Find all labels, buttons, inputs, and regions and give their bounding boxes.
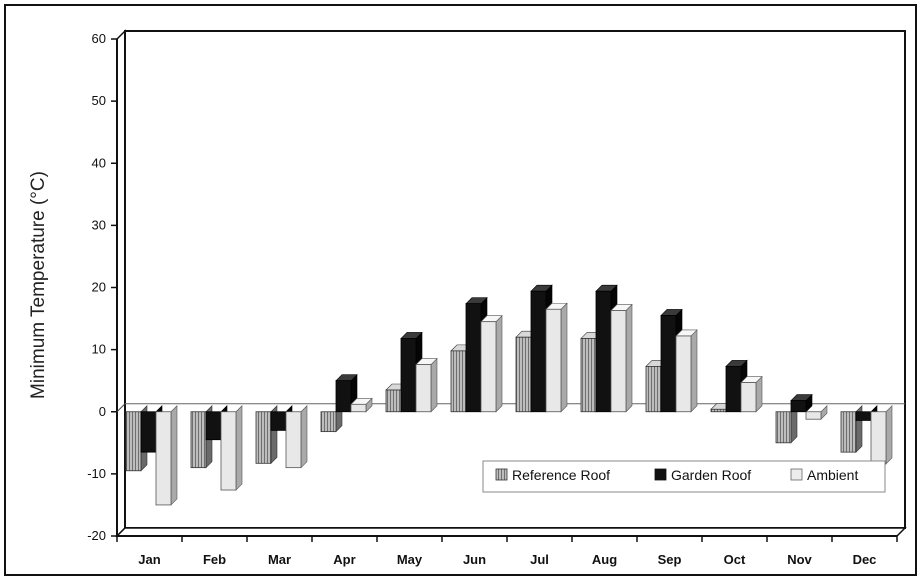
bar-front xyxy=(856,412,871,421)
bar-front xyxy=(221,412,236,490)
bar-front xyxy=(741,383,756,412)
bar-front xyxy=(401,338,416,411)
bar-side xyxy=(691,330,697,412)
bar-front xyxy=(871,412,886,464)
y-tick-label: -20 xyxy=(87,528,106,543)
x-tick-label-jul: Jul xyxy=(530,552,549,567)
bar-ambient-mar xyxy=(286,406,307,468)
legend-swatch-reference-roof xyxy=(496,469,507,480)
bar-front xyxy=(841,412,856,452)
x-tick-label-mar: Mar xyxy=(268,552,291,567)
x-tick-label-dec: Dec xyxy=(853,552,877,567)
bar-front xyxy=(711,409,726,411)
bar-front xyxy=(286,412,301,468)
bar-front xyxy=(646,366,661,411)
x-tick-label-jan: Jan xyxy=(138,552,160,567)
bar-front xyxy=(726,366,741,411)
legend-label-reference-roof: Reference Roof xyxy=(512,467,610,483)
bar-front xyxy=(321,412,336,432)
bar-garden-roof-nov xyxy=(791,395,812,412)
bar-front xyxy=(546,309,561,412)
bar-front xyxy=(676,336,691,412)
bar-front xyxy=(466,304,481,412)
bar-ambient-jun xyxy=(481,316,502,412)
bar-ambient-oct xyxy=(741,377,762,412)
bar-front xyxy=(806,412,821,419)
bar-side xyxy=(431,359,437,412)
bar-front xyxy=(581,338,596,411)
bar-front xyxy=(481,322,496,412)
x-tick-label-oct: Oct xyxy=(724,552,746,567)
bar-front xyxy=(416,365,431,412)
x-tick-label-apr: Apr xyxy=(333,552,355,567)
bar-front xyxy=(271,412,286,431)
x-tick-label-may: May xyxy=(397,552,423,567)
bar-front xyxy=(206,412,221,440)
y-tick-label: 10 xyxy=(92,342,106,357)
bar-front xyxy=(156,412,171,505)
legend-label-garden-roof: Garden Roof xyxy=(671,467,751,483)
legend-swatch-ambient xyxy=(791,469,802,480)
bar-front xyxy=(791,401,806,412)
bar-front xyxy=(351,404,366,411)
bar-side xyxy=(236,406,242,490)
y-tick-label: 60 xyxy=(92,31,106,46)
bar-side xyxy=(301,406,307,468)
bar-front xyxy=(256,412,271,464)
bar-front xyxy=(516,337,531,412)
x-tick-label-jun: Jun xyxy=(463,552,486,567)
bar-front xyxy=(531,291,546,412)
bar-ambient-jul xyxy=(546,303,567,412)
x-axis-ticks: Jan Feb Mar Apr May Jun Jul Aug Sep Oct Nov Dec xyxy=(117,536,897,567)
x-tick-label-aug: Aug xyxy=(592,552,617,567)
floor xyxy=(117,528,905,536)
bar-ambient-sep xyxy=(676,330,697,412)
bar-ambient-feb xyxy=(221,406,242,490)
legend: Reference Roof Garden Roof Ambient xyxy=(483,461,885,492)
bar-front xyxy=(126,412,141,471)
bar-ambient-aug xyxy=(611,304,632,411)
legend-swatch-garden-roof xyxy=(655,469,666,480)
bar-front xyxy=(596,291,611,412)
bar-front xyxy=(661,315,676,411)
y-tick-label: 30 xyxy=(92,217,106,232)
bar-front xyxy=(776,412,791,443)
left-wall xyxy=(117,31,125,536)
bar-ambient-jan xyxy=(156,406,177,505)
x-tick-label-nov: Nov xyxy=(787,552,812,567)
bar-side xyxy=(561,303,567,412)
y-tick-label: 40 xyxy=(92,155,106,170)
y-axis-ticks: -20 -10 0 10 20 30 40 50 60 xyxy=(87,31,117,543)
bar-front xyxy=(336,381,351,412)
y-tick-label: 50 xyxy=(92,93,106,108)
bar-front xyxy=(451,351,466,412)
bar-side xyxy=(496,316,502,412)
y-tick-label: -10 xyxy=(87,466,106,481)
bar-front xyxy=(191,412,206,468)
legend-label-ambient: Ambient xyxy=(807,467,858,483)
bar-ambient-dec xyxy=(871,406,892,464)
bar-front xyxy=(141,412,156,452)
x-tick-label-sep: Sep xyxy=(658,552,682,567)
y-axis-label: Minimum Temperature (°C) xyxy=(28,171,49,399)
bar-side xyxy=(886,406,892,464)
bar-ambient-may xyxy=(416,359,437,412)
bar-side xyxy=(626,304,632,411)
x-tick-label-feb: Feb xyxy=(203,552,226,567)
y-tick-label: 20 xyxy=(92,280,106,295)
bar-side xyxy=(171,406,177,505)
bar-front xyxy=(611,310,626,411)
y-tick-label: 0 xyxy=(99,404,106,419)
bar-front xyxy=(386,390,401,412)
